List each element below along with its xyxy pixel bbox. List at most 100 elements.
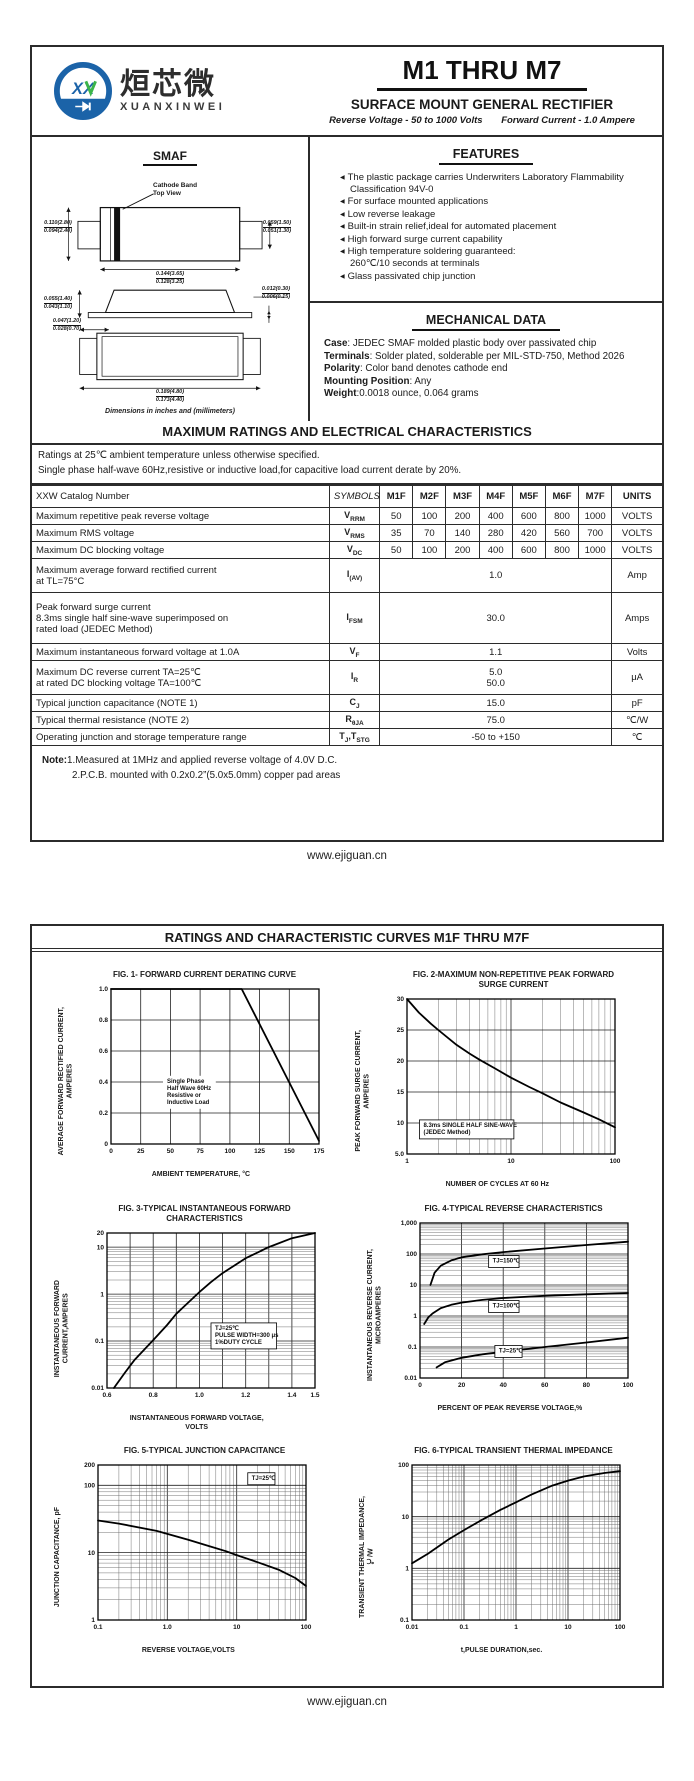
figure-6: FIG. 6-TYPICAL TRANSIENT THERMAL IMPEDAN… [347,1446,656,1656]
svg-text:0: 0 [104,1141,108,1148]
page2-footer-url: www.ejiguan.cn [307,1696,387,1708]
svg-text:Single Phase: Single Phase [167,1079,205,1085]
svg-text:0.1: 0.1 [95,1338,104,1345]
svg-text:10: 10 [96,1244,104,1251]
svg-text:100: 100 [301,1624,312,1631]
bullet-arrow-icon: ◀ [340,211,345,218]
svg-text:30: 30 [397,996,405,1003]
svg-text:100: 100 [224,1148,235,1155]
table-row: Maximum average forward rectified curren… [32,558,662,593]
dim-overall-length: 0.189(4.80) 0.173(4.40) [155,389,185,403]
svg-text:0.1: 0.1 [408,1344,417,1351]
mech-weight: Weight:0.0018 ounce, 0.064 grams [324,388,479,400]
doc-tagline: Reverse Voltage - 50 to 1000 Volts Forwa… [302,115,662,126]
svg-text:Half Wave 60Hz: Half Wave 60Hz [167,1086,211,1092]
table-row: Typical junction capacitance (NOTE 1) CJ… [32,694,662,712]
svg-text:125: 125 [254,1148,265,1155]
svg-text:175: 175 [313,1148,324,1155]
svg-text:XX: XX [71,80,95,98]
figure-5-y-axis-label: JUNCTION CAPACITANCE, pF [53,1507,61,1608]
figure-6-x-axis-label: t,PULSE DURATION,sec. [460,1647,543,1655]
svg-text:0.1: 0.1 [94,1624,103,1631]
col-m6f: M6F [544,485,580,508]
bullet-arrow-icon: ◀ [340,249,345,256]
svg-text:10: 10 [564,1624,572,1631]
svg-text:PULSE WIDTH=300 μs: PULSE WIDTH=300 μs [215,1333,279,1339]
figure-2-y-axis-label: PEAK FORWARD SURGE CURRENT, AMPERES [354,1030,370,1152]
svg-text:0.8: 0.8 [148,1392,157,1399]
svg-text:75: 75 [196,1148,204,1155]
title-block: M1 THRU M7 SURFACE MOUNT GENERAL RECTIFI… [302,47,662,135]
svg-text:0.8: 0.8 [99,1017,108,1024]
figure-1-chart: 0 25 50 75 100 125 150 175 0 0.2 0.4 0.6 0.8 1.0 Singl… [75,982,327,1170]
svg-text:200: 200 [84,1462,95,1469]
part-number-title: M1 THRU M7 [376,55,588,91]
mech-case: Case: JEDEC SMAF molded plastic body ove… [324,338,597,349]
svg-text:0: 0 [109,1148,113,1155]
notes-section: Note:1.Measured at 1MHz and applied reve… [32,746,662,840]
svg-text:15: 15 [397,1089,405,1096]
svg-text:100: 100 [84,1483,95,1490]
dimensions-caption: Dimensions in inches and (millimeters) [105,408,235,415]
page-1: XX 烜芯微 XUANXINWEI M1 THRU M7 SURFACE MOU… [30,45,664,842]
figure-4: FIG. 4-TYPICAL REVERSE CHARACTERISTICS I… [347,1204,656,1433]
figure-5-x-axis-label: REVERSE VOLTAGE,VOLTS [141,1647,235,1655]
svg-text:1%DUTY CYCLE: 1%DUTY CYCLE [215,1340,262,1346]
svg-text:0.01: 0.01 [404,1375,417,1382]
charts-grid: FIG. 1- FORWARD CURRENT DERATING CURVE A… [32,952,662,1656]
logo-text: 烜芯微 XUANXINWEI [120,69,225,113]
figure-4-y-axis-label: INSTANTANEOUS REVERSE CURRENT, MICROAMPE… [367,1248,383,1381]
col-m7f: M7F [578,485,613,508]
note-line-1: Note:1.Measured at 1MHz and applied reve… [42,755,338,766]
figure-5-chart: 0.1 1.0 10 100 1 10 100 200 TJ=25℃ [62,1458,314,1646]
svg-text:20: 20 [96,1230,104,1237]
svg-text:1,000: 1,000 [401,1220,418,1227]
svg-text:100: 100 [622,1382,633,1389]
dim-pad-length: 0.047(1.20) 0.028(0.70) [52,318,82,332]
dim-body-width: 0.144(3.65) 0.128(3.25) [155,271,185,285]
package-name: SMAF [143,149,197,166]
features-heading: FEATURES [438,147,534,165]
table-row: Typical thermal resistance (NOTE 2) RθJA… [32,711,662,729]
mech-terminals: Terminals: Solder plated, solderable per… [324,350,625,362]
col-m3f: M3F [445,485,480,508]
figure-1: FIG. 1- FORWARD CURRENT DERATING CURVE A… [38,970,347,1190]
bullet-arrow-icon: ◀ [340,224,345,231]
svg-text:10: 10 [88,1550,96,1557]
svg-text:1.2: 1.2 [241,1392,250,1399]
svg-text:TJ=25℃: TJ=25℃ [215,1325,239,1332]
svg-text:8.3ms SINGLE HALF SINE-WAVE: 8.3ms SINGLE HALF SINE-WAVE [424,1123,518,1129]
mech-mounting: Mounting Position: Any [324,375,432,387]
dim-side-height: 0.055(1.40) 0.043(1.10) [43,296,73,310]
svg-text:0.4: 0.4 [99,1079,108,1086]
svg-text:20: 20 [397,1058,405,1065]
svg-text:60: 60 [541,1382,549,1389]
svg-text:80: 80 [583,1382,591,1389]
figure-6-title: FIG. 6-TYPICAL TRANSIENT THERMAL IMPEDAN… [414,1446,613,1456]
table-row: Maximum repetitive peak reverse voltage … [32,507,662,525]
dim-top-height: 0.110(2.80) 0.094(2.40) [43,220,73,234]
col-m2f: M2F [412,485,447,508]
svg-text:1.0: 1.0 [195,1392,204,1399]
reverse-voltage-range: Reverse Voltage - 50 to 1000 Volts [329,115,483,126]
mech-polarity: Polarity: Color band denotes cathode end [324,363,508,375]
figure-3-y-axis-label: INSTANTANEOUS FORWARD CURRENT,AMPERES [53,1280,70,1378]
svg-text:0.2: 0.2 [99,1110,108,1117]
svg-text:TJ=25℃: TJ=25℃ [252,1475,276,1482]
svg-text:150: 150 [284,1148,295,1155]
mechanical-data-section: MECHANICAL DATA Case: JEDEC SMAF molded … [310,303,662,421]
bullet-arrow-icon: ◀ [340,175,345,181]
figure-5: FIG. 5-TYPICAL JUNCTION CAPACITANCE JUNC… [38,1446,347,1656]
bullet-arrow-icon: ◀ [340,236,345,243]
svg-text:0.6: 0.6 [99,1048,108,1055]
table-row: Maximum DC blocking voltage VDC 50 100 2… [32,541,662,559]
svg-text:10: 10 [401,1514,409,1521]
feature-item: ◀ For surface mounted applications [340,196,489,208]
svg-text:100: 100 [398,1462,409,1469]
bullet-arrow-icon: ◀ [340,199,345,206]
feature-item: ◀ Built-in strain relief,ideal for automa… [340,221,557,233]
svg-text:1: 1 [405,1158,409,1165]
feature-item: ◀ Glass passivated chip junction [340,270,476,282]
bullet-arrow-icon: ◀ [340,273,345,280]
svg-text:0.1: 0.1 [399,1617,408,1624]
